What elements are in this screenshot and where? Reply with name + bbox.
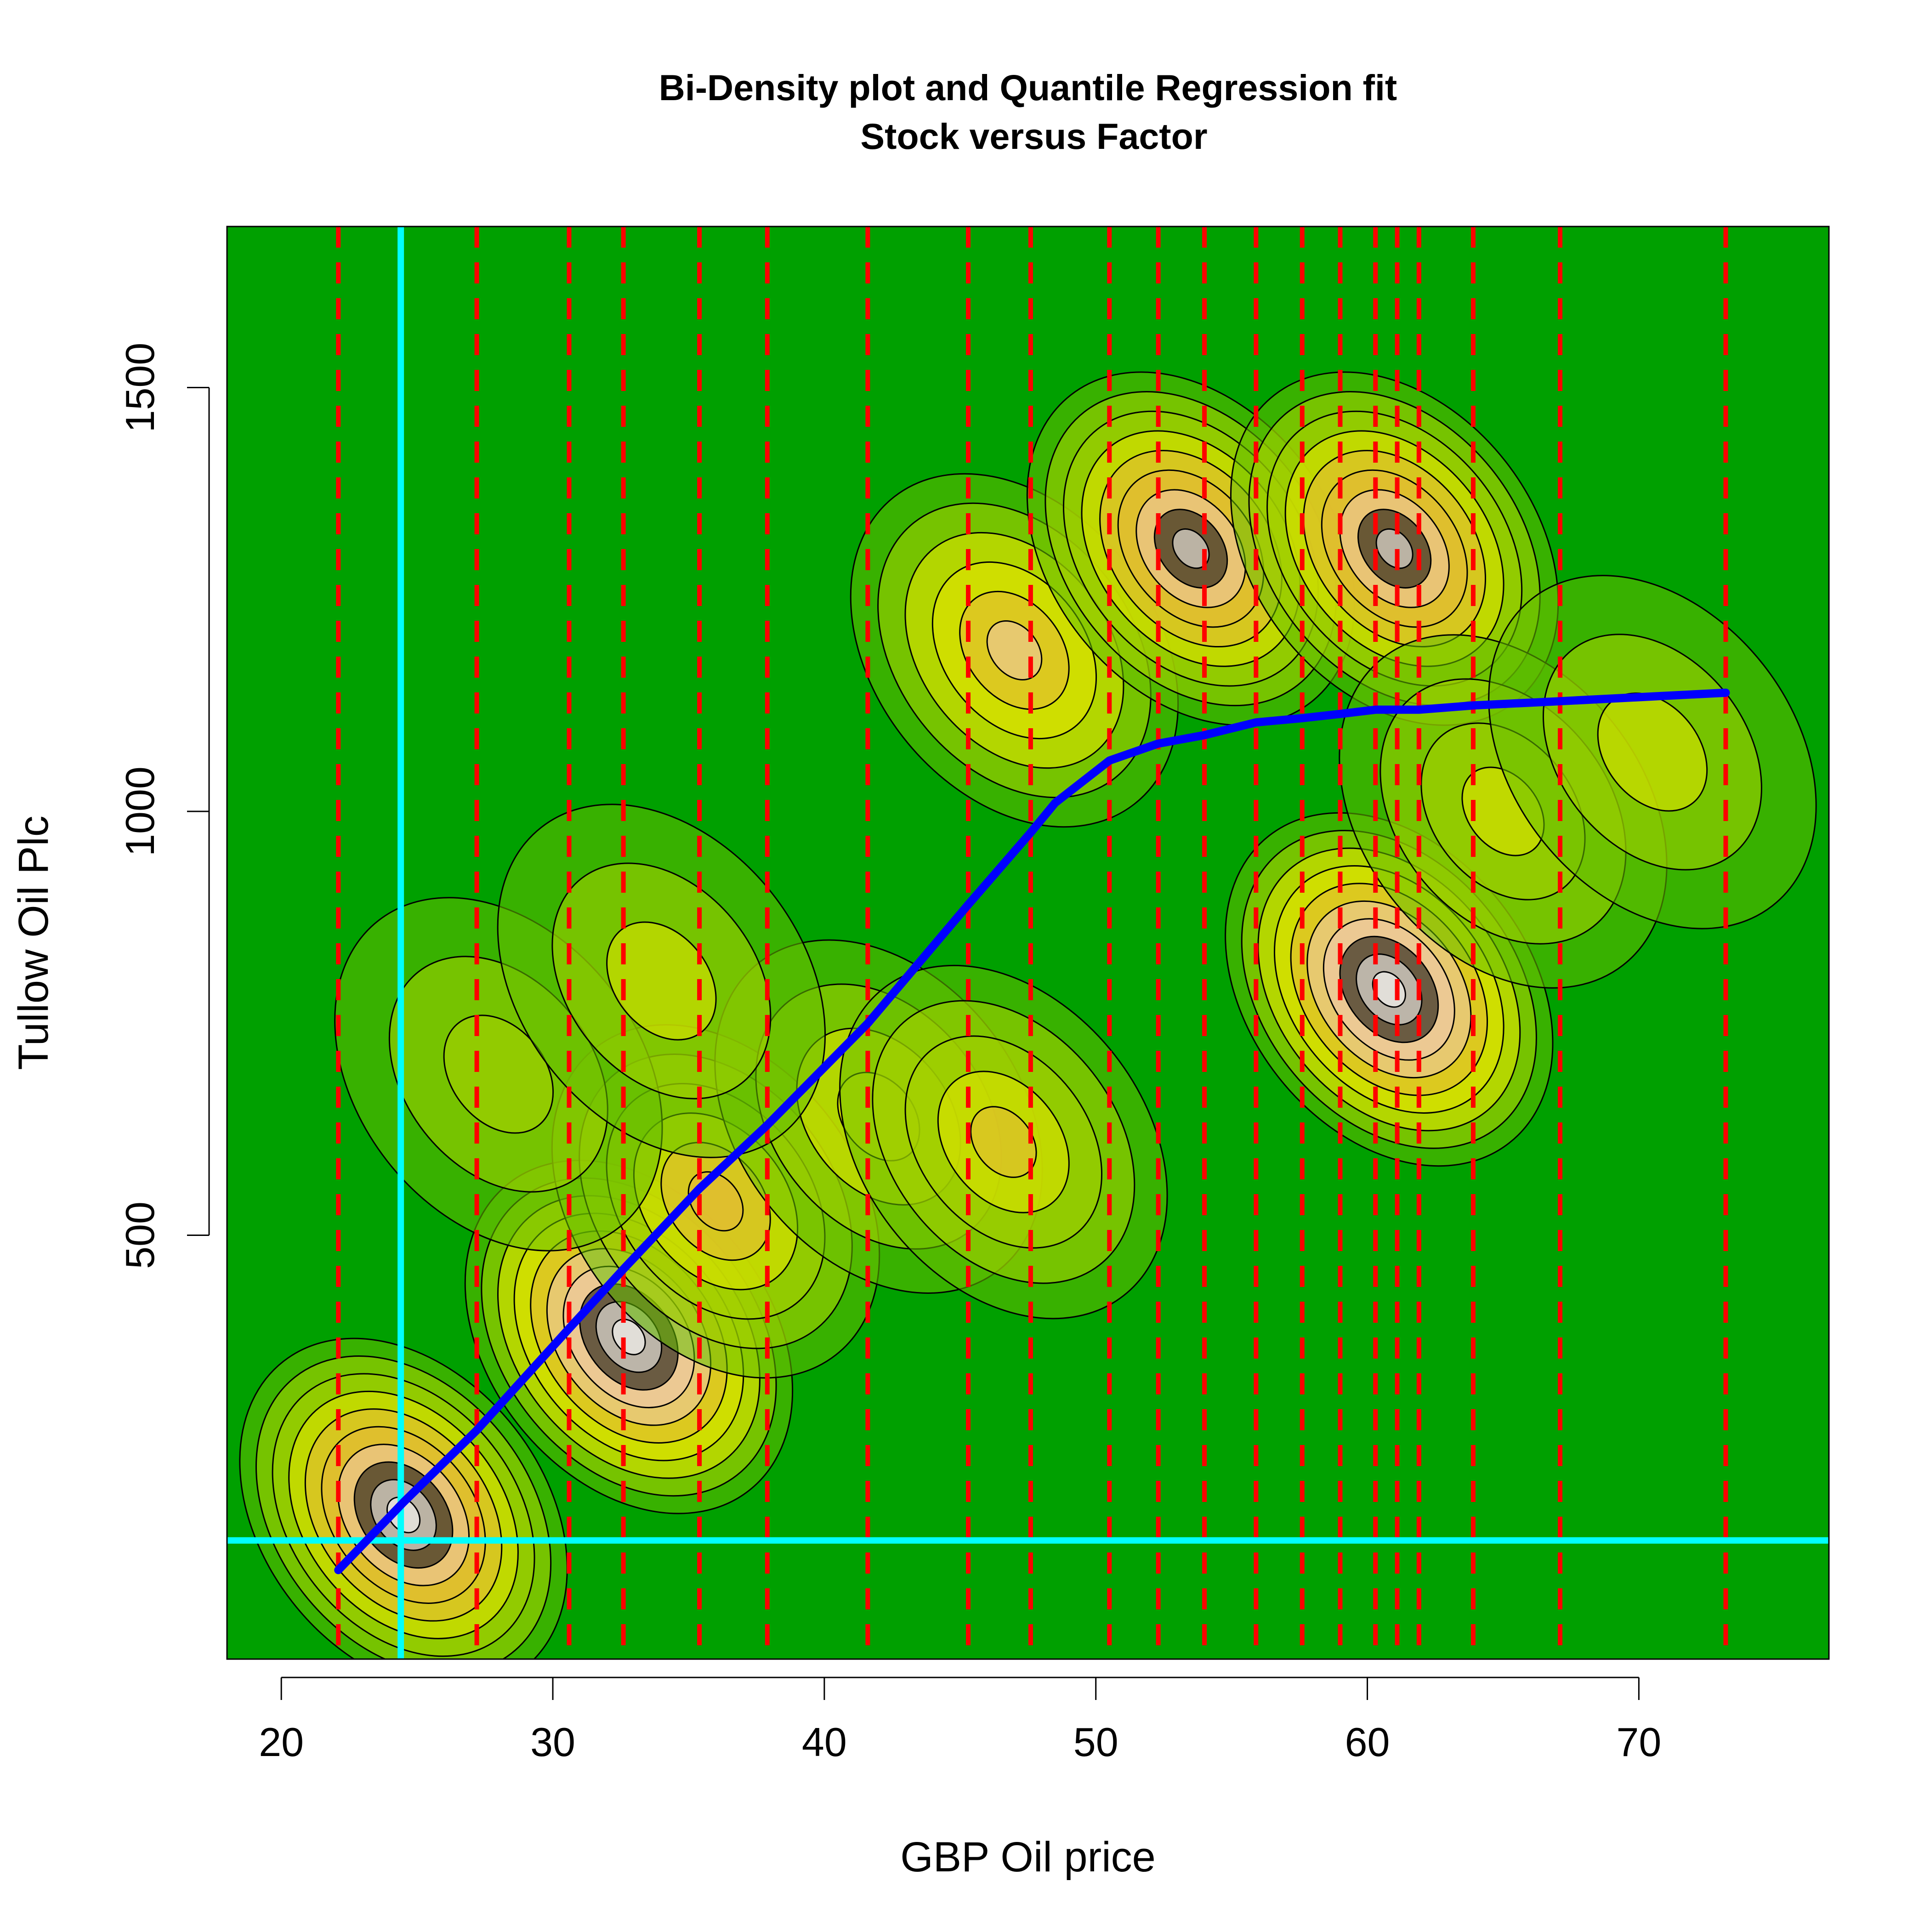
density-peak (839, 964, 1168, 1320)
density-layer (239, 371, 1817, 1659)
x-tick-label: 50 (1073, 1719, 1118, 1765)
chart-title: Bi-Density plot and Quantile Regression … (659, 67, 1397, 108)
plot-frame (226, 226, 1830, 1660)
x-axis-label: GBP Oil price (900, 1834, 1156, 1881)
x-tick-label: 70 (1616, 1719, 1661, 1765)
density-contour (612, 1318, 646, 1355)
quantile-regression-layer (334, 688, 1730, 1575)
y-tick-label: 1000 (117, 766, 163, 856)
density-contour (970, 1106, 1037, 1178)
chart-subtitle: Stock versus Factor (860, 116, 1207, 157)
x-axis: 20 30 40 50 60 70 (259, 1677, 1661, 1765)
y-axis-label: Tullow Oil Plc (10, 816, 57, 1070)
x-tick-label: 20 (259, 1719, 304, 1765)
density-contour (1375, 528, 1413, 569)
x-tick-label: 40 (802, 1719, 847, 1765)
plot-area (227, 227, 1829, 1659)
vertical-reference-lines (336, 227, 1728, 1659)
y-axis: 500 1000 1500 (117, 343, 210, 1269)
crosshair (227, 227, 1829, 1659)
x-tick-label: 60 (1345, 1719, 1390, 1765)
x-tick-label: 30 (530, 1719, 575, 1765)
density-peak (497, 804, 826, 1158)
y-tick-label: 1500 (117, 343, 163, 433)
quantile-regression-line (334, 688, 1730, 1575)
y-tick-label: 500 (117, 1201, 163, 1269)
